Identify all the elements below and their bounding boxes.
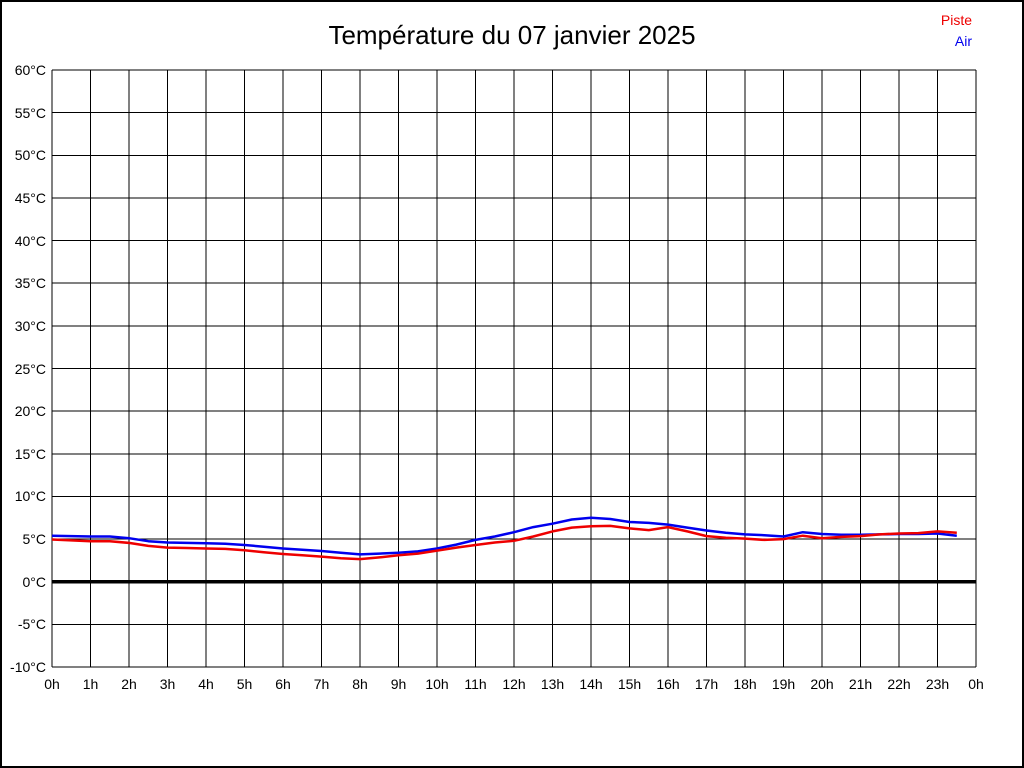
legend-item-piste: Piste (940, 12, 972, 28)
chart-legend: Piste Air (941, 12, 972, 49)
legend-item-air: Air (954, 33, 972, 49)
chart-title: Température du 07 janvier 2025 (328, 20, 696, 50)
series-line-piste (51, 524, 957, 561)
series-line-air (51, 516, 957, 556)
